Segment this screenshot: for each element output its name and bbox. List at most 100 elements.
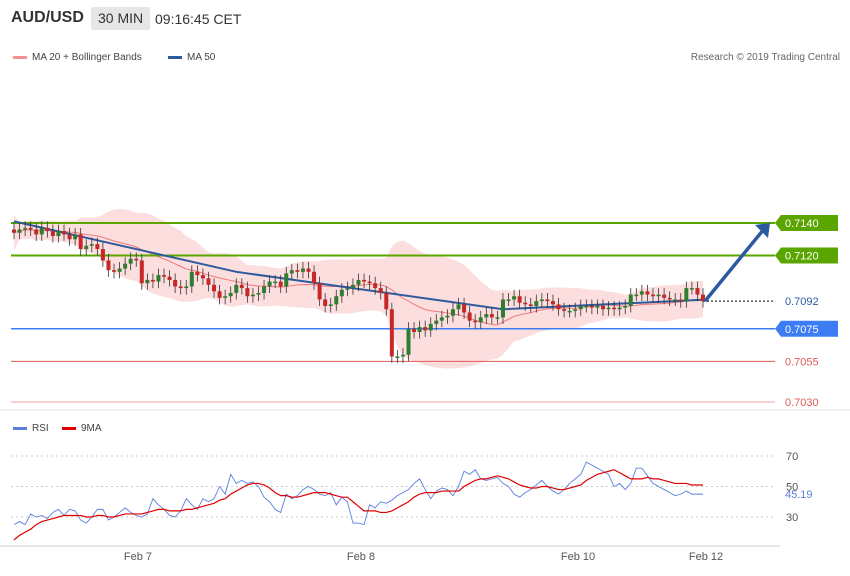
candle-body <box>178 286 183 289</box>
x-label-1: Feb 8 <box>347 551 375 563</box>
candle-body <box>267 281 272 287</box>
instrument-title: AUD/USD <box>11 9 84 26</box>
level-tag-0 <box>775 215 838 231</box>
candle-body <box>484 314 489 318</box>
copyright: Research © 2019 Trading Central <box>690 52 840 63</box>
candle-body <box>695 288 700 295</box>
legend-rsi-label: RSI <box>32 423 49 434</box>
candle-body <box>423 327 428 331</box>
candle-body <box>573 309 578 311</box>
rsi-last-value: 45.19 <box>785 489 813 501</box>
candle-body <box>17 229 22 233</box>
candle-body <box>600 305 605 310</box>
candle-body <box>634 294 639 297</box>
candle-body <box>406 328 411 355</box>
candle-body <box>362 279 367 282</box>
ma20-swatch <box>13 55 27 59</box>
candle-body <box>673 299 678 301</box>
candle-body <box>578 305 583 310</box>
candle-body <box>245 288 250 297</box>
clock-text: 09:16:45 CET <box>155 11 242 27</box>
legend-9ma: 9MA <box>62 423 102 434</box>
candle-body <box>367 281 372 284</box>
candle-body <box>428 323 433 331</box>
candle-body <box>184 286 189 289</box>
candle-body <box>78 234 83 250</box>
rsi-tick-70: 70 <box>786 451 798 463</box>
candle-body <box>28 227 33 230</box>
candle-body <box>517 296 522 303</box>
candle-body <box>39 227 44 235</box>
level-label-2: 0.7092 <box>785 296 819 308</box>
candle-body <box>84 245 89 250</box>
candle-body <box>12 229 16 233</box>
candle-body <box>434 320 439 324</box>
candle-body <box>328 304 333 306</box>
candle-body <box>445 315 450 318</box>
level-label-1: 0.7120 <box>785 251 819 263</box>
timeframe-badge[interactable]: 30 MIN <box>91 7 151 30</box>
rsi-series-RSI <box>13 461 703 526</box>
level-label-5: 0.7030 <box>785 397 819 409</box>
candle-body <box>506 299 511 301</box>
candle-body <box>562 309 567 311</box>
x-label-2: Feb 10 <box>561 551 595 563</box>
candle-body <box>334 296 339 305</box>
candle-body <box>350 284 355 289</box>
candle-body <box>106 260 111 271</box>
candle-body <box>378 288 383 293</box>
candle-body <box>689 288 694 290</box>
candle-body <box>495 317 500 319</box>
candle-body <box>339 289 344 297</box>
candle-body <box>323 299 328 306</box>
candle-body <box>462 304 467 313</box>
candle-body <box>612 307 617 310</box>
candle-body <box>62 231 67 235</box>
candle-body <box>678 299 683 302</box>
candle-body <box>345 288 350 290</box>
candle-body <box>545 299 550 302</box>
candle-body <box>528 304 533 306</box>
candle-body <box>628 294 633 306</box>
candle-body <box>189 271 194 287</box>
top-bar: AUD/USD 30 MIN 09:16:45 CET <box>0 0 850 38</box>
legend-ma20-label: MA 20 + Bollinger Bands <box>32 52 142 63</box>
ma50-line <box>13 220 709 311</box>
candle-body <box>256 292 261 295</box>
candle-body <box>317 283 322 300</box>
candle-body <box>500 299 505 318</box>
candle-body <box>595 305 600 308</box>
candle-body <box>112 270 117 272</box>
candle-body <box>389 309 394 357</box>
candle-body <box>656 294 661 297</box>
candle-body <box>195 271 200 276</box>
candle-body <box>667 297 672 300</box>
forecast-arrow-shaft <box>703 227 766 303</box>
level-tag-1 <box>775 247 838 264</box>
candle-body <box>234 284 239 293</box>
level-label-0: 0.7140 <box>785 218 819 230</box>
legend-rsi: RSI <box>13 423 49 434</box>
candle-body <box>145 279 150 284</box>
candle-body <box>73 234 78 240</box>
candle-body <box>50 231 55 237</box>
legend-ma50-label: MA 50 <box>187 52 216 63</box>
level-label-4: 0.7055 <box>785 356 819 368</box>
candle-body <box>356 279 361 285</box>
candle-body <box>289 270 294 274</box>
ma50-swatch <box>168 55 182 59</box>
rsi-series-9MA <box>13 469 703 541</box>
candle-body <box>439 317 444 321</box>
candle-body <box>400 354 405 357</box>
candle-body <box>617 307 622 310</box>
candle-body <box>167 276 172 280</box>
candle-body <box>567 310 572 313</box>
candle-body <box>684 288 689 302</box>
candle-body <box>206 278 211 285</box>
candle-body <box>228 292 233 297</box>
candle-body <box>123 263 128 269</box>
candle-body <box>34 229 39 235</box>
candle-body <box>384 292 389 310</box>
candle-body <box>373 283 378 289</box>
